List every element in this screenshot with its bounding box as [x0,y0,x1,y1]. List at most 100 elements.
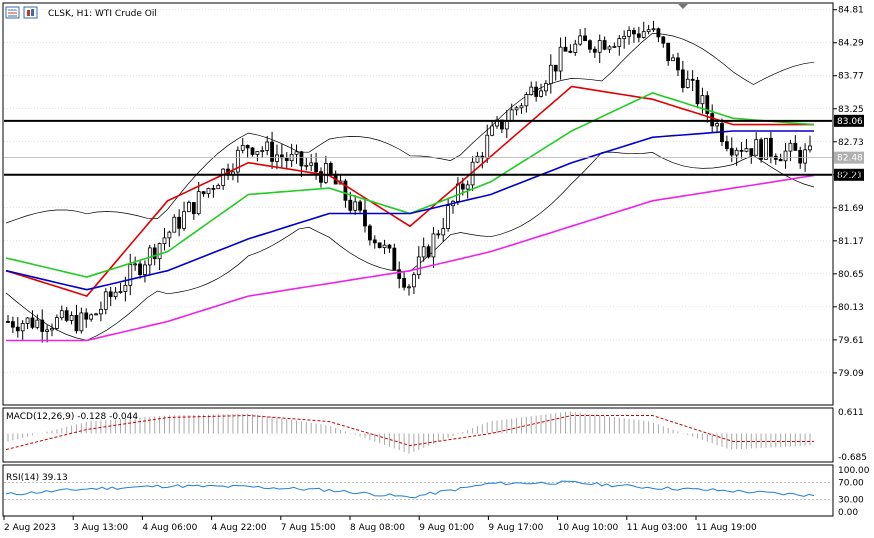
candle-body [113,291,118,298]
rsi-tick-label: 0.00 [838,508,858,518]
candle-body [343,180,348,201]
candle-body [690,78,695,81]
price-tick-label: 83.25 [838,105,864,115]
price-tick-label: 83.77 [838,72,864,82]
candle-body [539,90,543,97]
candle-body [671,57,675,62]
candle-body [69,314,74,321]
candle-body [15,326,20,332]
macd-tick-label: -0.685 [838,453,867,463]
candle-body [778,159,783,162]
macd-label: MACD(12,26,9) -0.128 -0.044 [6,412,138,422]
candle-body [588,40,592,50]
level-price-tag [834,114,864,127]
candle-body [143,264,147,275]
candle-body [475,155,480,163]
bar-chart-icon[interactable] [5,6,20,19]
candle-body [568,50,573,53]
candle-body [40,319,45,332]
candle-body [680,69,685,88]
candle-body [250,147,255,155]
ma-fast-line [5,85,814,298]
time-tick-label: 9 Aug 17:00 [488,523,543,533]
header: CLSK, H1: WTI Crude Oil [5,6,157,19]
rsi-pane[interactable] [2,464,834,517]
price-tick-label: 82.73 [838,138,864,148]
candle-body [299,151,304,167]
candle-body [392,247,397,271]
candle-body [191,202,196,215]
candle-body [402,278,407,288]
trade-icon[interactable] [23,6,38,19]
candle-body [304,164,309,167]
candle-body [597,40,602,53]
candle-body [94,313,98,316]
candle-body [783,150,788,162]
price-tick-label: 81.69 [838,204,864,214]
candle-body [108,291,113,298]
candle-body [808,145,812,151]
candle-body [128,264,133,286]
candle-body [201,191,206,195]
candle-body [20,323,25,332]
candle-body [328,162,333,175]
candle-body [118,291,123,293]
time-tick-label: 11 Aug 03:00 [627,523,688,533]
candle-body [632,30,636,35]
current-price-label: 82.48 [837,154,863,164]
candle-body [578,35,583,45]
current-price-tag [834,151,864,164]
candle-body [676,57,680,71]
candle-body [196,191,201,215]
candle-body [636,33,641,38]
candle-body [509,109,514,122]
rsi-tick-label: 70.00 [838,479,864,489]
candle-body [387,244,392,249]
candle-body [749,148,754,156]
main-pane[interactable] [2,2,834,406]
candle-body [724,141,729,150]
time-axis: 2 Aug 2023 3 Aug 13:00 4 Aug 06:00 4 Aug 22… [3,516,757,533]
candle-body [803,149,808,164]
ma-long-line [6,174,815,342]
time-tick-label: 10 Aug 10:00 [558,523,619,533]
candle-body [421,246,426,258]
candle-body [55,317,59,329]
candle-body [651,28,656,31]
candle-body [734,149,739,156]
time-tick-label: 4 Aug 06:00 [142,523,197,533]
rsi-indicator: 100.00 70.00 30.00 0.00 [4,466,870,518]
candle-body [524,94,529,107]
level-price-label: 82.21 [837,171,863,181]
candle-body [666,42,671,62]
band-upper-line [5,33,815,224]
scroll-marker-icon[interactable] [678,4,688,9]
time-tick-label: 8 Aug 08:00 [350,523,405,533]
candle-body [348,199,353,211]
rsi-label: RSI(14) 39.13 [6,473,68,483]
candle-body [553,64,558,72]
candle-body [705,95,710,114]
candle-body [548,64,553,85]
macd-pane[interactable] [2,407,834,463]
candle-body [441,228,446,236]
candle-body [372,239,377,244]
candle-body [99,308,103,315]
candle-body [182,211,186,229]
candle-body [284,157,289,162]
candle-body [695,79,700,105]
macd-signal-line [5,414,814,451]
candle-body [260,150,265,152]
candle-body [710,113,715,127]
candle-body [103,291,108,310]
candle-body [446,205,451,230]
candle-body [798,149,803,164]
macd-tick-label: 0.611 [838,408,864,418]
horizontal-levels[interactable]: 83.06 82.21 82.48 [4,114,864,181]
candle-body [436,233,441,236]
candle-body [377,242,382,249]
candle-body [123,284,128,292]
candle-body [319,171,323,183]
candle-body [167,231,172,239]
candle-body [729,148,734,156]
